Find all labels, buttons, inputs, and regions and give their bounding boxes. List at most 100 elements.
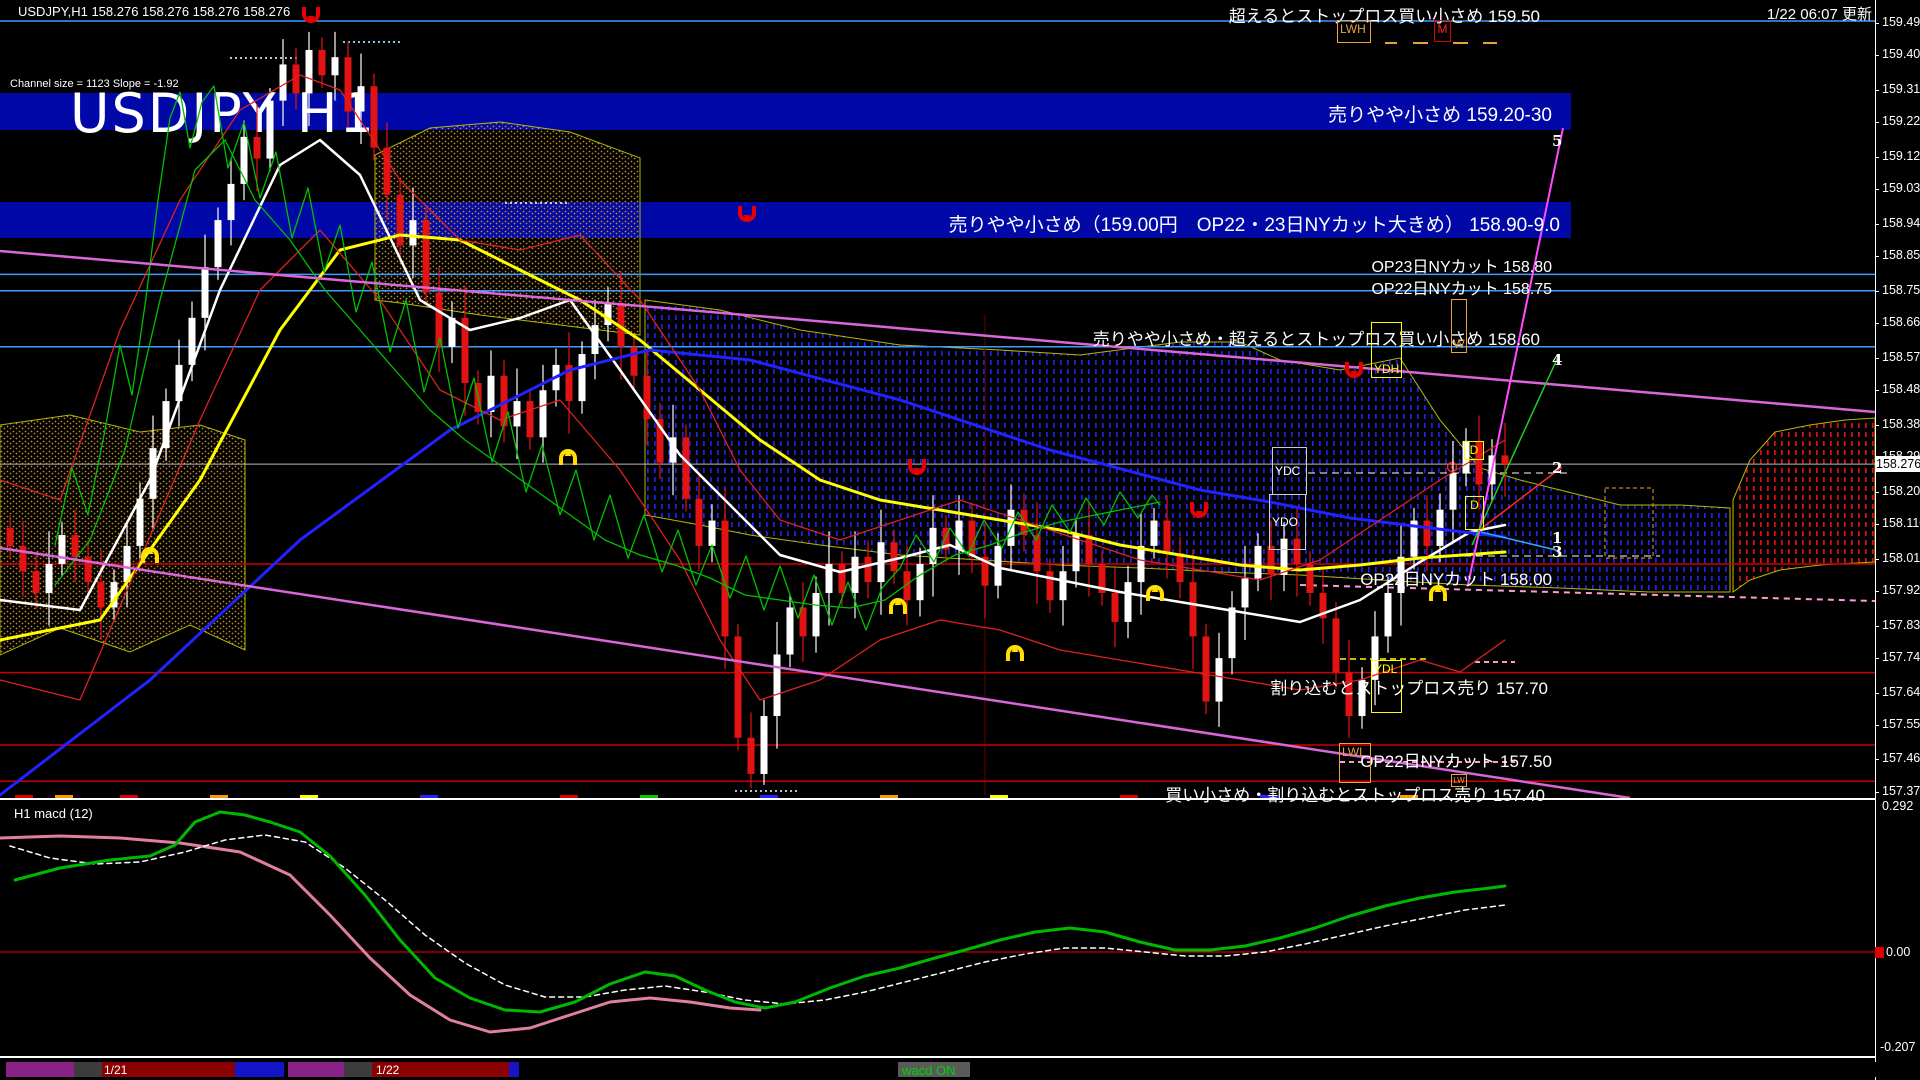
channel-info: Channel size = 1123 Slope = -1.92 [10, 78, 179, 90]
timeline-segment[interactable] [372, 1062, 509, 1077]
candle-body [214, 220, 222, 268]
price-axis-label: 159.220 [1882, 114, 1920, 129]
candle-body [1280, 538, 1288, 575]
candle-body [903, 571, 911, 601]
indicator-tick [1260, 795, 1278, 798]
price-axis-label: 157.460 [1882, 751, 1920, 766]
candle-body [201, 267, 209, 318]
price-axis-tick [1875, 156, 1879, 158]
macd-tick-bottom: -0.207 [1880, 1040, 1916, 1054]
trendline[interactable] [0, 546, 1631, 800]
candle-body [1137, 545, 1145, 583]
candle-body [526, 401, 534, 438]
timeline-segment[interactable] [235, 1062, 284, 1077]
price-axis-label: 158.015 [1882, 550, 1920, 565]
candle-body [1371, 636, 1379, 680]
white-ma [0, 138, 1507, 624]
dash-segment [1299, 584, 1876, 602]
note-buy-157-40: 買い小さめ・割り込むとストップロス売り 157.40 [1165, 786, 1545, 805]
candle-body [383, 147, 391, 195]
price-axis-label: 159.495 [1882, 14, 1920, 29]
candle-body [84, 556, 92, 583]
timeline-segment[interactable] [344, 1062, 372, 1077]
down-arrow-signal-icon [1345, 362, 1363, 378]
indicator-tick [55, 795, 73, 798]
candle-body [617, 303, 625, 347]
indicator-tick [560, 795, 578, 798]
macd-signal-line [9, 834, 1506, 1005]
candle-body [1319, 592, 1327, 619]
candle-body [461, 317, 469, 383]
trendline[interactable] [1480, 531, 1557, 551]
blue-ma [0, 348, 1507, 797]
candle-body [721, 520, 729, 637]
candle-body [942, 527, 950, 550]
marker-d2: D [1465, 496, 1484, 530]
price-axis-tick [1875, 290, 1879, 292]
candle-body [1085, 535, 1093, 564]
candle-body [1163, 520, 1171, 554]
timeline-segment[interactable] [898, 1062, 970, 1077]
timeline-segment[interactable] [102, 1062, 235, 1077]
candle-body [240, 136, 248, 184]
timeline-segment[interactable] [509, 1062, 519, 1077]
timeline-date-1: 1/21 [104, 1063, 128, 1077]
candle-body [1215, 658, 1223, 702]
candle-body [45, 564, 53, 593]
note-op22-157-50: OP22日NYカット 157.50 [1360, 752, 1552, 771]
macd-zero-marker [1875, 947, 1884, 958]
timeline-bar[interactable]: 1/21 1/22 wacd ON [0, 1062, 1920, 1078]
price-axis-label: 159.405 [1882, 47, 1920, 62]
candle-body [695, 498, 703, 546]
price-axis-label: 158.570 [1882, 349, 1920, 364]
price-axis-label: 157.555 [1882, 717, 1920, 732]
green-slow [54, 139, 1161, 609]
price-axis-tick [1875, 591, 1879, 593]
marker-ydl: YDL [1371, 660, 1402, 713]
candle-body [1501, 455, 1509, 465]
candle-body [682, 437, 690, 499]
indicator-tick [880, 795, 898, 798]
price-axis-label: 157.830 [1882, 617, 1920, 632]
candle-body [396, 194, 404, 246]
indicator-tick [640, 795, 658, 798]
trendline[interactable] [1477, 466, 1563, 532]
candle-body [1176, 553, 1184, 583]
price-axis-label: 157.740 [1882, 650, 1920, 665]
candle-body [578, 354, 586, 402]
price-axis-tick [1875, 658, 1879, 660]
indicator-tick [420, 795, 438, 798]
marker-ydo: YDO [1269, 494, 1306, 550]
wave-label-3: 3 [1552, 543, 1563, 561]
up-arrow-signal-icon [889, 598, 907, 614]
timeline-segment[interactable] [74, 1062, 102, 1077]
up-arrow-signal-icon [1429, 585, 1447, 601]
macd-tick-zero: 0.00 [1886, 945, 1911, 959]
trendline[interactable] [0, 249, 1876, 414]
down-arrow-signal-icon [908, 459, 926, 475]
candle-body [734, 636, 742, 738]
down-arrow-signal-icon [738, 206, 756, 222]
note-op22-158-75: OP22日NYカット 158.75 [1371, 281, 1552, 298]
candle-body [916, 564, 924, 601]
trendline[interactable] [1471, 356, 1559, 546]
candle-body [1241, 578, 1249, 608]
sell-zone-band-159-20-30 [0, 93, 1571, 130]
candle-body [1098, 564, 1106, 593]
candle-body [1410, 520, 1418, 557]
candle-body [1046, 571, 1054, 601]
indicator-tick [15, 795, 33, 798]
candle-body [292, 64, 300, 94]
timeline-segment[interactable] [288, 1062, 344, 1077]
signal-circle [1446, 461, 1458, 473]
candle-body [279, 64, 287, 101]
price-axis-tick [1875, 725, 1879, 727]
indicator-tick [990, 795, 1008, 798]
red-lower [0, 229, 1506, 701]
macd-pink-line [0, 834, 762, 1034]
macd-label: H1 macd (12) [14, 806, 93, 821]
macd-main-line [13, 810, 1507, 1014]
timeline-segment[interactable] [6, 1062, 74, 1077]
